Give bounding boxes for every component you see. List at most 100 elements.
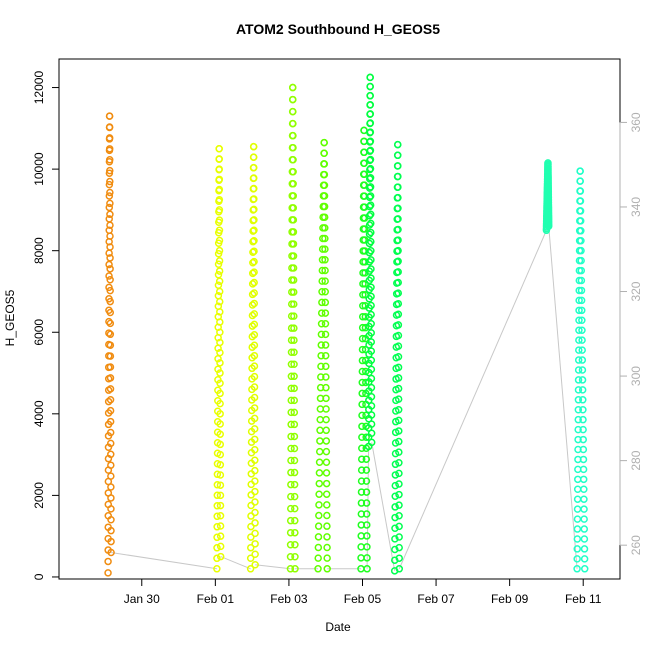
data-point <box>357 477 366 485</box>
data-point <box>394 321 403 329</box>
data-point <box>107 526 115 535</box>
data-point <box>106 428 115 437</box>
y-right-tick-label: 260 <box>629 535 643 555</box>
data-point <box>579 415 587 424</box>
data-point <box>286 504 295 513</box>
data-point <box>323 501 331 509</box>
data-point <box>251 550 259 559</box>
data-point <box>367 274 375 282</box>
data-point <box>216 532 225 540</box>
data-point <box>321 234 329 243</box>
data-point <box>359 301 367 310</box>
data-point <box>573 495 582 503</box>
data-point <box>576 197 585 205</box>
data-point <box>394 342 403 350</box>
data-point <box>320 181 329 189</box>
data-point <box>580 535 589 543</box>
data-point <box>317 351 325 360</box>
data-point <box>250 425 259 433</box>
data-point <box>289 288 298 296</box>
data-point <box>213 533 221 542</box>
data-point <box>358 389 366 398</box>
data-point <box>362 433 370 442</box>
data-point <box>250 205 258 214</box>
data-point <box>106 297 114 306</box>
data-point <box>322 373 330 381</box>
data-point <box>107 472 115 480</box>
data-point <box>580 515 588 523</box>
data-point <box>214 260 223 268</box>
data-point <box>106 374 115 382</box>
data-point <box>216 522 225 530</box>
data-point <box>575 346 583 354</box>
data-point <box>322 490 331 498</box>
data-point <box>394 215 402 223</box>
data-point <box>317 373 325 381</box>
data-point <box>289 95 297 104</box>
data-point <box>578 316 586 325</box>
y-tick-label: 12000 <box>32 71 46 105</box>
data-point <box>287 468 295 477</box>
data-point <box>391 535 399 543</box>
data-point <box>575 336 583 344</box>
data-point <box>107 461 115 469</box>
data-point <box>573 505 582 513</box>
data-point <box>574 415 582 424</box>
plot-frame <box>58 58 621 580</box>
data-point <box>366 100 375 109</box>
data-point <box>358 422 366 431</box>
data-point <box>574 475 582 484</box>
data-point <box>107 516 115 524</box>
data-point <box>250 216 258 224</box>
data-point <box>395 490 403 499</box>
data-point <box>289 155 297 164</box>
data-point <box>216 471 225 479</box>
data-point <box>250 195 258 203</box>
data-point <box>362 378 370 387</box>
x-tick-label: Feb 01 <box>197 592 235 606</box>
data-point <box>250 362 259 370</box>
data-point <box>216 338 224 347</box>
data-point <box>248 290 257 299</box>
data-point <box>290 300 298 308</box>
data-point <box>105 192 114 200</box>
data-point <box>107 494 115 502</box>
data-point <box>574 376 583 384</box>
data-point <box>367 246 375 255</box>
data-point <box>216 552 225 561</box>
data-point <box>576 187 585 195</box>
data-point <box>323 511 331 520</box>
data-point <box>216 542 225 551</box>
data-point <box>105 203 114 212</box>
data-point <box>579 445 588 454</box>
data-point <box>216 481 225 489</box>
data-point <box>251 540 259 548</box>
data-point <box>394 374 403 382</box>
data-point <box>366 119 375 127</box>
y-right-tick-label: 340 <box>629 197 643 217</box>
data-point <box>250 351 259 360</box>
data-point <box>291 540 299 549</box>
data-point <box>367 329 375 337</box>
data-point <box>357 466 366 474</box>
data-point <box>575 306 583 315</box>
data-point <box>318 288 326 296</box>
data-point <box>314 533 323 541</box>
data-point <box>321 330 330 339</box>
data-point <box>317 341 326 349</box>
y-tick-label: 0 <box>32 573 46 580</box>
data-point <box>366 183 375 191</box>
data-point <box>314 522 323 530</box>
data-point <box>321 288 329 296</box>
data-point <box>357 455 366 463</box>
data-point <box>106 417 115 426</box>
data-point <box>366 155 375 164</box>
data-point <box>250 278 258 287</box>
y-tick-label: 6000 <box>32 319 46 346</box>
data-point <box>577 236 585 245</box>
data-point <box>105 317 113 326</box>
connector-line <box>220 556 251 570</box>
data-point <box>322 394 330 403</box>
y-right-tick-label: 320 <box>629 281 643 301</box>
data-point <box>394 225 402 234</box>
